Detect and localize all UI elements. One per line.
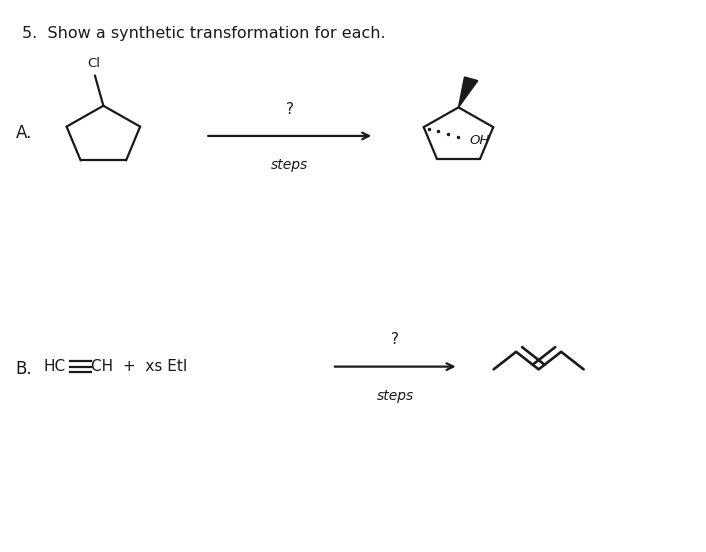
Text: B.: B.	[16, 360, 32, 378]
Text: CH  +  xs EtI: CH + xs EtI	[91, 359, 188, 374]
Text: Cl: Cl	[87, 57, 100, 70]
Text: steps: steps	[271, 158, 309, 172]
Text: ?: ?	[286, 102, 294, 116]
Text: 5.  Show a synthetic transformation for each.: 5. Show a synthetic transformation for e…	[23, 26, 386, 41]
Text: HC: HC	[44, 359, 66, 374]
Text: A.: A.	[16, 124, 32, 142]
Text: steps: steps	[376, 389, 414, 402]
Polygon shape	[458, 77, 478, 108]
Text: ?: ?	[391, 332, 399, 347]
Text: OH: OH	[469, 134, 490, 147]
